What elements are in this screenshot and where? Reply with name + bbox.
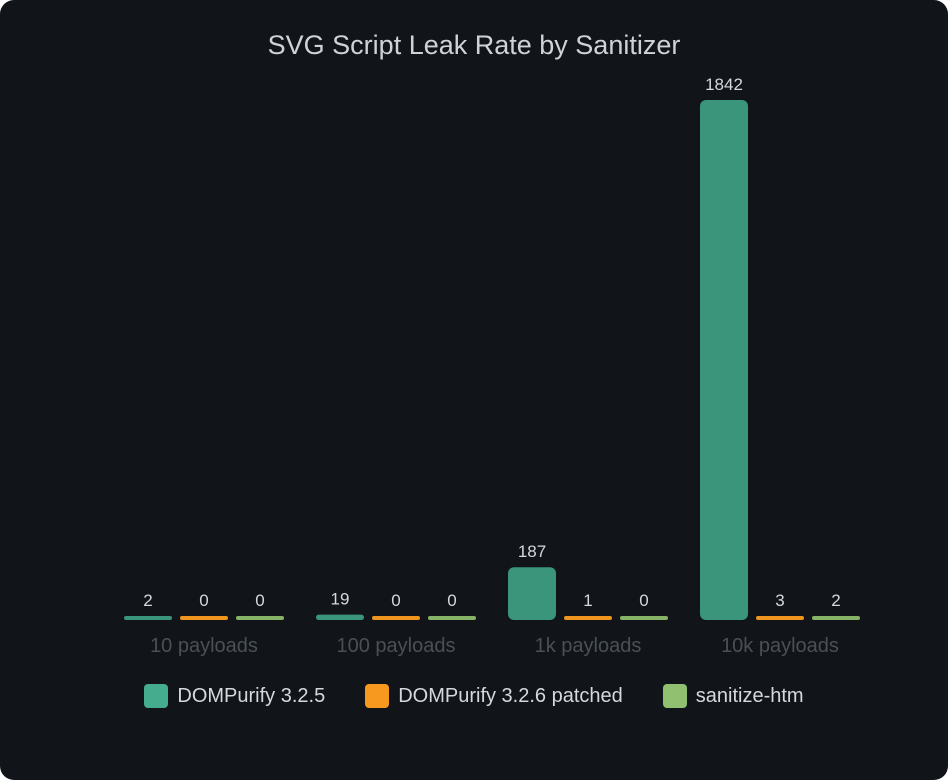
legend-swatch [144,684,169,708]
bar [124,616,172,620]
bar [236,616,284,620]
data-label: 1842 [705,75,743,94]
data-label: 0 [639,591,648,610]
legend-label: DOMPurify 3.2.6 patched [398,684,623,707]
legend-swatch [662,684,687,708]
data-label: 0 [199,591,208,610]
x-tick-label: 1k payloads [535,635,642,657]
x-tick-label: 100 payloads [337,635,456,657]
legend-swatch [365,684,390,708]
data-label: 3 [775,591,784,610]
bar [756,616,804,620]
bar [372,616,420,620]
data-label: 19 [331,590,350,609]
legend: DOMPurify 3.2.5 DOMPurify 3.2.6 patched … [0,684,948,708]
chart-title: SVG Script Leak Rate by Sanitizer [267,30,681,60]
bar [316,614,364,620]
bar [700,100,748,620]
data-label: 0 [447,591,456,610]
data-label: 2 [831,591,840,610]
data-label: 1 [583,591,592,610]
bar [564,616,612,620]
legend-item-dompurify-326[interactable]: DOMPurify 3.2.6 patched [365,684,623,708]
data-label: 2 [143,591,152,610]
data-label: 0 [391,591,400,610]
x-tick-label: 10k payloads [721,635,839,657]
legend-item-sanitize-html[interactable]: sanitize-htm [662,684,804,708]
bar [508,567,556,620]
bar [812,616,860,620]
data-label: 0 [255,591,264,610]
legend-label: DOMPurify 3.2.5 [177,684,326,707]
bar [428,616,476,620]
bar [620,616,668,620]
legend-item-dompurify-325[interactable]: DOMPurify 3.2.5 [144,684,325,708]
bar [180,616,228,620]
x-tick-label: 10 payloads [150,635,258,657]
legend-label: sanitize-htm [695,684,804,707]
data-label: 187 [518,542,546,561]
